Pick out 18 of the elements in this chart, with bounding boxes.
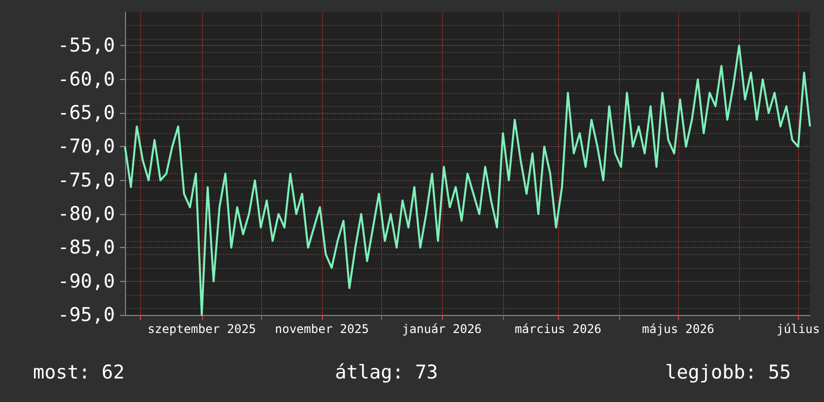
x-tick-label: május 2026 <box>642 322 714 336</box>
text: átlag: 73 <box>335 362 438 384</box>
x-tick-label: március 2026 <box>514 322 602 336</box>
x-tick-label: július <box>776 322 820 336</box>
y-tick-label: -70,0 <box>58 136 115 158</box>
x-tick-label: január 2026 <box>402 322 482 336</box>
y-tick-label: -85,0 <box>58 236 115 259</box>
y-tick-label: -95,0 <box>58 304 115 326</box>
y-tick-label: -65,0 <box>58 102 115 124</box>
y-tick-label: -55,0 <box>58 34 115 57</box>
y-tick-label: -90,0 <box>58 270 115 292</box>
text: most: 62 <box>33 362 125 384</box>
y-tick-label: -80,0 <box>58 203 115 225</box>
text: legjobb: 55 <box>665 362 792 384</box>
y-tick-label: -60,0 <box>58 68 115 90</box>
y-tick-label: -75,0 <box>58 169 115 192</box>
x-tick-label: szeptember 2025 <box>148 322 256 336</box>
x-tick-label: november 2025 <box>274 322 369 336</box>
